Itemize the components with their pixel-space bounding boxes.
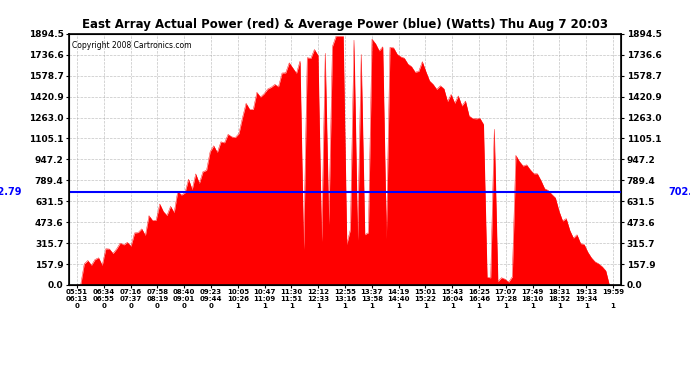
Title: East Array Actual Power (red) & Average Power (blue) (Watts) Thu Aug 7 20:03: East Array Actual Power (red) & Average …	[82, 18, 608, 31]
Text: 702.79: 702.79	[668, 187, 690, 197]
Text: 702.79: 702.79	[0, 187, 22, 197]
Text: Copyright 2008 Cartronics.com: Copyright 2008 Cartronics.com	[72, 41, 191, 50]
